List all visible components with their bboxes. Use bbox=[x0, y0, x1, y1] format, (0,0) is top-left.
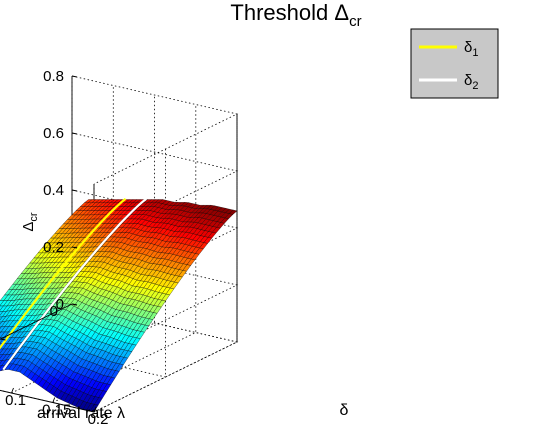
x-tick-mark bbox=[52, 397, 56, 403]
y-tick-label: 0 bbox=[50, 303, 58, 320]
grid-line-x bbox=[93, 114, 238, 413]
curve-delta1 bbox=[0, 198, 127, 350]
z-tick-label: 0.6 bbox=[43, 125, 64, 142]
z-tick-label: 0.8 bbox=[43, 68, 64, 85]
z-tick-label: 0.4 bbox=[43, 182, 64, 199]
curve-delta2 bbox=[2, 198, 147, 371]
x-tick-label: 0.15 bbox=[42, 402, 71, 419]
z-axis-label: Δcr bbox=[20, 212, 40, 232]
x-tick-mark bbox=[11, 387, 14, 394]
legend-box bbox=[410, 28, 499, 99]
z-tick-mark bbox=[71, 246, 78, 249]
z-tick-label: 0.2 bbox=[43, 239, 64, 256]
z-tick-mark bbox=[71, 189, 78, 192]
chart-title: Threshold Δcr bbox=[230, 0, 361, 30]
z-tick-mark bbox=[71, 132, 78, 135]
surface-patch bbox=[0, 305, 4, 311]
z-tick-label: 0 bbox=[56, 296, 64, 313]
y-tick-mark bbox=[0, 338, 6, 341]
x-tick-label: 0.2 bbox=[88, 411, 109, 428]
z-tick-mark bbox=[71, 303, 78, 306]
z-tick-mark bbox=[71, 75, 78, 78]
surface-mesh bbox=[0, 199, 238, 413]
legend-label-delta2: δ2 bbox=[464, 72, 478, 92]
axes-front: 00.050.10.150.20102000.20.40.60.8 bbox=[0, 68, 108, 428]
delta-curves bbox=[0, 198, 147, 371]
legend-label-delta1: δ1 bbox=[464, 39, 478, 59]
x-axis-label: δ bbox=[340, 402, 349, 419]
x-tick-mark bbox=[93, 406, 97, 413]
legend: δ1 δ2 bbox=[410, 28, 499, 99]
x-tick-label: 0.1 bbox=[5, 392, 26, 409]
y-axis-label: arrival rate λ bbox=[37, 405, 125, 422]
